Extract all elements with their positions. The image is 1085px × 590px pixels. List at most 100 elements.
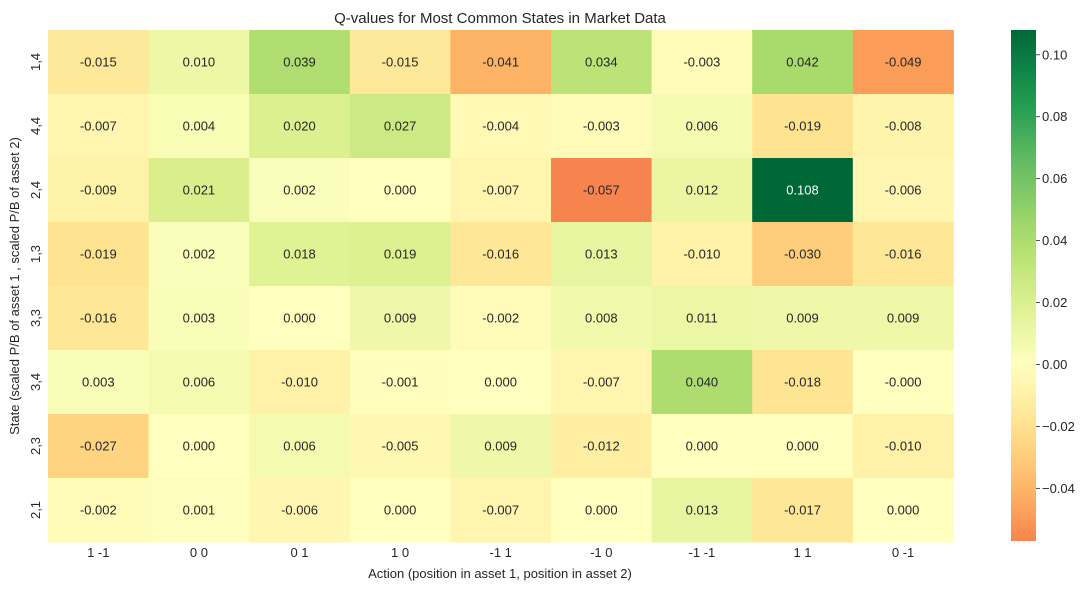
heatmap-cell xyxy=(651,30,753,95)
heatmap-cell-labels: -0.015 0.010 0.039 -0.015 -0.041 0.034 -0.003 0… xyxy=(80,55,922,518)
cell-value-label: 0.000 xyxy=(686,439,719,454)
x-tick-label: 1 1 xyxy=(793,545,811,560)
cell-value-label: 0.000 xyxy=(786,439,819,454)
cell-value-label: 0.006 xyxy=(686,119,719,134)
heatmap-cell xyxy=(349,158,451,223)
colorbar-tick-label: 0.02 xyxy=(1042,295,1067,310)
heatmap-cell xyxy=(450,478,552,543)
x-axis-label: Action (position in asset 1, position in… xyxy=(368,566,632,581)
cell-value-label: -0.057 xyxy=(583,183,620,198)
cell-value-label: -0.016 xyxy=(482,247,519,262)
heatmap-cell xyxy=(450,158,552,223)
heatmap-cell xyxy=(651,222,753,287)
cell-value-label: 0.018 xyxy=(283,247,316,262)
cell-value-label: 0.000 xyxy=(887,503,920,518)
cell-value-label: -0.005 xyxy=(382,439,419,454)
cell-value-label: 0.001 xyxy=(183,503,216,518)
heatmap-cell xyxy=(450,222,552,287)
x-tick-label: 0 1 xyxy=(290,545,308,560)
heatmap-cell xyxy=(249,158,351,223)
cell-value-label: 0.000 xyxy=(283,311,316,326)
cell-value-label: 0.012 xyxy=(686,183,719,198)
cell-value-label: 0.009 xyxy=(384,311,417,326)
y-tick-label: 2,4 xyxy=(28,181,43,199)
cell-value-label: 0.013 xyxy=(585,247,618,262)
heatmap-cell xyxy=(450,30,552,95)
heatmap-cell xyxy=(852,414,954,479)
cell-value-label: 0.002 xyxy=(183,247,216,262)
heatmap-cell xyxy=(651,478,753,543)
heatmap-cell xyxy=(349,30,451,95)
heatmap-cell xyxy=(852,94,954,159)
colorbar-tick-label: −0.04 xyxy=(1042,481,1075,496)
cell-value-label: -0.000 xyxy=(885,375,922,390)
y-tick-labels: 1,4 4,4 2,4 1,3 3,3 3,4 2,3 2,1 xyxy=(28,53,43,519)
x-tick-label: -1 -1 xyxy=(689,545,716,560)
heatmap-cell xyxy=(551,350,653,415)
heatmap-cell xyxy=(852,286,954,351)
cell-value-label: 0.019 xyxy=(384,247,417,262)
cell-value-label: -0.006 xyxy=(281,503,318,518)
cell-value-label: -0.006 xyxy=(885,183,922,198)
cell-value-label: 0.040 xyxy=(686,375,719,390)
cell-value-label: 0.004 xyxy=(183,119,216,134)
cell-value-label: -0.049 xyxy=(885,55,922,70)
heatmap-cell xyxy=(249,286,351,351)
x-tick-label: -1 1 xyxy=(489,545,511,560)
heatmap-cell xyxy=(148,222,250,287)
cell-value-label: 0.034 xyxy=(585,55,618,70)
y-tick-label: 1,4 xyxy=(28,53,43,71)
y-tick-label: 1,3 xyxy=(28,245,43,263)
cell-value-label: -0.010 xyxy=(885,439,922,454)
heatmap-cell xyxy=(349,478,451,543)
x-tick-label: 1 -1 xyxy=(87,545,109,560)
colorbar-tick-label: 0.06 xyxy=(1042,171,1067,186)
heatmap-cell xyxy=(852,30,954,95)
heatmap-cell xyxy=(551,30,653,95)
cell-value-label: -0.016 xyxy=(885,247,922,262)
heatmap-cell xyxy=(752,94,854,159)
cell-value-label: 0.000 xyxy=(384,183,417,198)
colorbar xyxy=(1011,30,1036,541)
heatmap-cell xyxy=(249,478,351,543)
heatmap-cell xyxy=(450,414,552,479)
heatmap-cell xyxy=(752,158,854,223)
heatmap-cell xyxy=(249,222,351,287)
heatmap-cell xyxy=(551,478,653,543)
cell-value-label: 0.000 xyxy=(484,375,517,390)
cell-value-label: -0.016 xyxy=(80,311,117,326)
heatmap-cell xyxy=(48,414,150,479)
heatmap-cell xyxy=(349,286,451,351)
heatmap-cell xyxy=(551,94,653,159)
heatmap-cell xyxy=(752,414,854,479)
cell-value-label: -0.017 xyxy=(784,503,821,518)
heatmap-cell xyxy=(148,94,250,159)
cell-value-label: -0.007 xyxy=(80,119,117,134)
heatmap-cell xyxy=(48,286,150,351)
colorbar-tick-label: 0.10 xyxy=(1042,47,1067,62)
cell-value-label: -0.008 xyxy=(885,119,922,134)
y-tick-label: 2,1 xyxy=(28,501,43,519)
cell-value-label: -0.027 xyxy=(80,439,117,454)
cell-value-label: -0.010 xyxy=(683,247,720,262)
heatmap-cell xyxy=(148,414,250,479)
cell-value-label: 0.010 xyxy=(183,55,216,70)
cell-value-label: -0.019 xyxy=(80,247,117,262)
heatmap-cell xyxy=(852,350,954,415)
heatmap-cell xyxy=(651,94,753,159)
heatmap-cells xyxy=(48,30,954,543)
heatmap-cell xyxy=(752,350,854,415)
heatmap-cell xyxy=(148,158,250,223)
heatmap-cell xyxy=(48,158,150,223)
heatmap-cell xyxy=(48,478,150,543)
heatmap-cell xyxy=(752,30,854,95)
heatmap-cell xyxy=(148,478,250,543)
chart-title: Q-values for Most Common States in Marke… xyxy=(334,10,666,27)
heatmap-cell xyxy=(349,94,451,159)
heatmap-cell xyxy=(349,414,451,479)
colorbar-tick-labels: 0.10 0.08 0.06 0.04 0.02 0.00 −0.02 −0.04 xyxy=(1036,47,1075,496)
x-tick-label: 1 0 xyxy=(391,545,409,560)
x-tick-label: 0 -1 xyxy=(892,545,914,560)
heatmap-cell xyxy=(249,94,351,159)
cell-value-label: 0.108 xyxy=(786,183,819,198)
